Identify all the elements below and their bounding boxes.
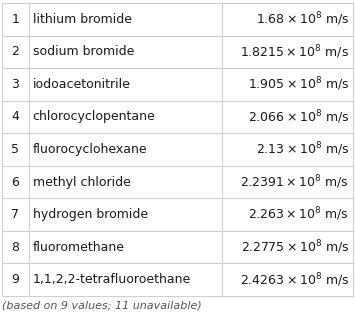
Text: 1: 1	[11, 13, 19, 26]
Text: $2.2391\times 10^{8}$ m/s: $2.2391\times 10^{8}$ m/s	[240, 173, 349, 191]
Text: chlorocyclopentane: chlorocyclopentane	[33, 110, 155, 123]
Text: 1,1,2,2-tetrafluoroethane: 1,1,2,2-tetrafluoroethane	[33, 273, 191, 286]
Text: $2.13\times 10^{8}$ m/s: $2.13\times 10^{8}$ m/s	[256, 141, 349, 158]
Text: 9: 9	[11, 273, 19, 286]
Text: fluorocyclohexane: fluorocyclohexane	[33, 143, 147, 156]
Text: $1.8215\times 10^{8}$ m/s: $1.8215\times 10^{8}$ m/s	[240, 43, 349, 61]
Text: $2.263\times 10^{8}$ m/s: $2.263\times 10^{8}$ m/s	[248, 206, 349, 224]
Text: 8: 8	[11, 241, 19, 254]
Text: 5: 5	[11, 143, 19, 156]
Text: 4: 4	[11, 110, 19, 123]
Text: $1.68\times 10^{8}$ m/s: $1.68\times 10^{8}$ m/s	[256, 10, 349, 28]
Text: (based on 9 values; 11 unavailable): (based on 9 values; 11 unavailable)	[2, 300, 202, 310]
Text: $2.066\times 10^{8}$ m/s: $2.066\times 10^{8}$ m/s	[248, 108, 349, 126]
Text: $1.905\times 10^{8}$ m/s: $1.905\times 10^{8}$ m/s	[248, 76, 349, 93]
Text: $2.4263\times 10^{8}$ m/s: $2.4263\times 10^{8}$ m/s	[240, 271, 349, 288]
Text: $2.2775\times 10^{8}$ m/s: $2.2775\times 10^{8}$ m/s	[241, 238, 349, 256]
Text: 7: 7	[11, 208, 19, 221]
Text: hydrogen bromide: hydrogen bromide	[33, 208, 148, 221]
Text: sodium bromide: sodium bromide	[33, 45, 134, 58]
Text: methyl chloride: methyl chloride	[33, 176, 131, 189]
Text: iodoacetonitrile: iodoacetonitrile	[33, 78, 131, 91]
Text: 3: 3	[11, 78, 19, 91]
Text: 6: 6	[11, 176, 19, 189]
Text: 2: 2	[11, 45, 19, 58]
Text: lithium bromide: lithium bromide	[33, 13, 132, 26]
Text: fluoromethane: fluoromethane	[33, 241, 125, 254]
